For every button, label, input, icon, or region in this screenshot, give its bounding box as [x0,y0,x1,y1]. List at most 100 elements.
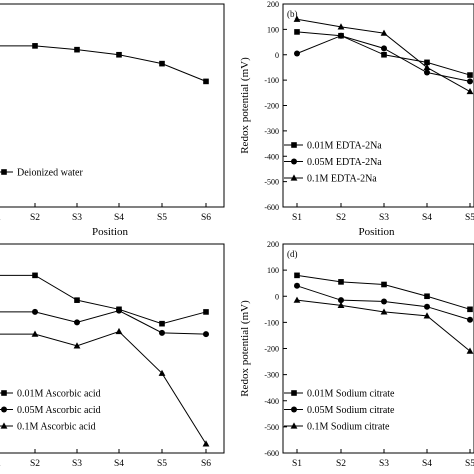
data-point [293,15,301,22]
y-tick-label: -400 [264,397,279,406]
y-tick-label: 100 [267,266,279,275]
data-point [381,298,387,305]
data-point [74,46,80,53]
y-tick-label: -300 [264,371,279,380]
series-line [296,299,471,352]
x-tick-label: S1 [0,213,1,223]
x-tick-label: S1 [292,459,302,469]
data-point [203,309,209,315]
x-tick-label: S2 [336,459,346,469]
data-point [423,312,431,319]
legend-entry: 0.1M EDTA-2Na [307,174,377,185]
data-point [381,45,387,52]
data-point [116,307,122,314]
data-point [116,51,122,58]
series-2 [294,282,473,323]
data-point [32,43,38,49]
y-tick-label: 200 [267,240,279,249]
series-line [0,310,207,335]
x-tick-label: S5 [157,459,167,469]
data-point [115,327,123,335]
legend-entry: 0.05M EDTA-2Na [307,157,382,168]
data-point [294,272,300,279]
chart-panel-2: 200 100 0 -100 -200 -300 -400 -500 -600 Redox pot… [239,0,474,238]
data-point [294,29,300,35]
x-axis-label: Position [92,472,129,474]
data-point [337,23,345,30]
y-tick-label: -500 [264,423,279,432]
y-tick-label: -500 [264,178,279,187]
x-tick-label: S6 [201,459,211,469]
x-tick-label: S3 [72,213,82,223]
series-line [0,45,207,82]
y-tick-label: -400 [264,152,279,161]
legend-marker [1,406,7,413]
data-point [203,331,209,338]
series-2 [0,307,209,338]
data-point [337,301,345,308]
data-point [159,60,165,67]
chart-panel-3: S1S2S3S4S5S6Position0.01M Ascorbic acid0… [0,243,225,474]
data-point [424,293,430,300]
legend-entry: 0.05M Ascorbic acid [17,405,101,416]
y-tick-label: 200 [267,0,279,9]
data-point [338,297,344,304]
data-point [467,72,473,78]
legend-entry: 0.01M Ascorbic acid [17,389,101,400]
panel-label: (d) [287,249,298,259]
y-axis-label: Redox potential (mV) [239,300,251,397]
legend-marker [0,422,8,429]
data-point [338,32,344,39]
series-line [0,274,207,325]
data-point [380,308,388,315]
x-tick-label: S3 [72,459,82,469]
series-3 [293,15,474,95]
data-point [424,69,430,76]
data-point [73,342,81,349]
data-point [158,369,166,376]
y-tick-label: -300 [264,127,279,136]
data-point [381,281,387,288]
x-tick-label: S2 [30,459,40,469]
y-axis-label: Redox potential (mV) [239,57,251,154]
legend-marker [290,174,298,181]
x-axis-label: Position [92,226,129,238]
y-tick-label: -200 [264,102,279,111]
legend-entry: 0.1M Sodium citrate [307,422,390,433]
legend-marker [291,390,297,396]
data-point [74,319,80,326]
panel-label: (b) [287,9,298,19]
x-tick-label: S2 [30,213,40,223]
x-tick-label: S1 [292,213,302,223]
plot-frame [0,243,225,454]
x-tick-label: S4 [422,213,432,223]
data-point [467,316,473,323]
legend-marker [291,158,297,165]
legend-entry: 0.01M Sodium citrate [307,389,395,400]
data-point [423,63,431,71]
data-point [466,347,474,354]
x-tick-label: S5 [157,213,167,223]
y-tick-label: 100 [267,25,279,34]
x-tick-label: S4 [422,459,432,469]
y-tick-label: 0 [275,51,279,60]
legend-entry: 0.01M EDTA-2Na [307,141,382,152]
legend: 0.01M Ascorbic acid 0.05M Ascorbic acid 0.… [0,389,101,433]
plot-frame [0,3,225,208]
x-tick-label: S2 [336,213,346,223]
y-tick-label: -600 [264,449,279,458]
series-1 [294,272,473,313]
chart-panel-1: S1 S2 S3 S4 S5 S6 Position Deionized water [0,3,225,238]
y-tick-label: -100 [264,76,279,85]
data-point [159,329,165,336]
series-2 [294,32,473,85]
data-point [74,297,80,303]
series-3 [293,296,474,354]
series-1 [0,272,209,327]
data-point [338,279,344,285]
legend: 0.01M EDTA-2Na 0.05M EDTA-2Na 0.1M EDTA-2N… [284,141,382,185]
x-tick-label: S5 [465,459,474,469]
series-1 [294,29,473,78]
legend-entry: 0.1M Ascorbic acid [17,422,96,433]
data-point [203,78,209,85]
